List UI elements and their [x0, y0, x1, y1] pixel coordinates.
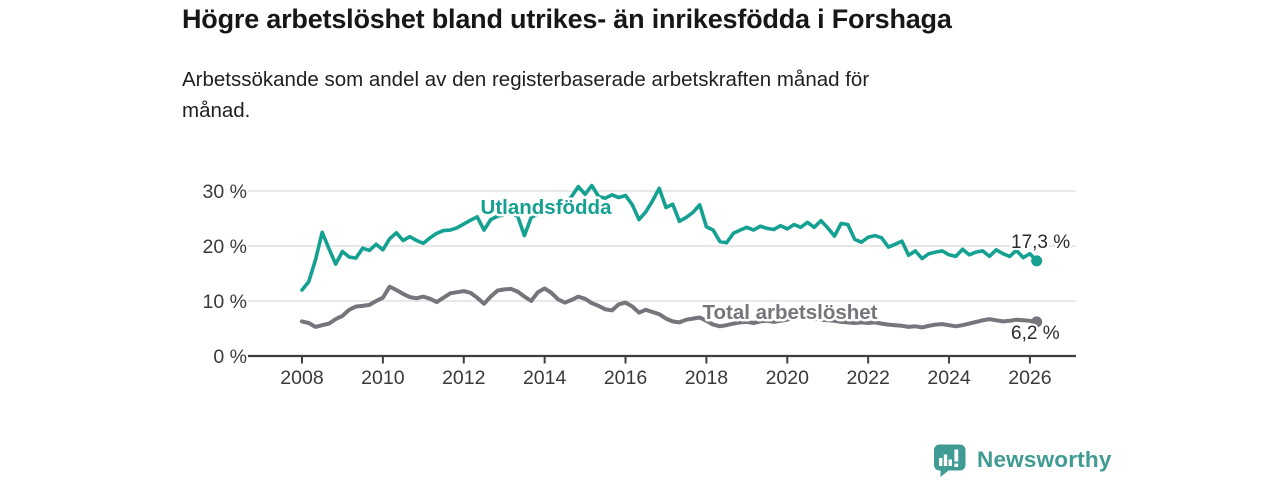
- series-end-dot-0: [1031, 255, 1043, 267]
- y-tick-label: 0 %: [213, 346, 247, 368]
- end-value-label-total-arbetsloshet: 6,2 %: [1011, 323, 1060, 344]
- x-axis: [248, 354, 1076, 364]
- x-tick-label: 2012: [442, 367, 485, 389]
- y-tick-label: 20 %: [203, 236, 247, 258]
- end-value-label-utlandsfodda: 17,3 %: [1011, 232, 1070, 253]
- x-tick-label: 2024: [927, 367, 971, 389]
- x-tick-label: 2018: [685, 367, 728, 389]
- x-tick-label: 2022: [846, 367, 889, 389]
- logo-bars: [939, 449, 959, 467]
- x-tick-label: 2014: [523, 367, 567, 389]
- series-line-1: [300, 284, 1039, 330]
- y-tick-label: 10 %: [203, 291, 247, 313]
- chart-subtitle-line-2: månad.: [182, 99, 251, 122]
- series-line-0: [300, 183, 1039, 292]
- x-tick-label: 2020: [766, 367, 810, 389]
- newsworthy-logo[interactable]: Newsworthy: [932, 443, 1112, 477]
- y-tick-label: 30 %: [203, 181, 247, 203]
- x-tick-label: 2008: [280, 367, 323, 389]
- brand-name: Newsworthy: [977, 447, 1112, 472]
- x-axis-tick-labels: 2008 2010 2012 2014 2016 2018 2020 2022 2024 2026: [280, 367, 1051, 389]
- chart-subtitle: Arbetssökande som andel av den registerb…: [182, 64, 1082, 126]
- x-tick-label: 2016: [604, 367, 647, 389]
- chart-subtitle-line-1: Arbetssökande som andel av den registerb…: [182, 68, 870, 91]
- series-label-utlandsfodda: Utlandsfödda: [481, 196, 613, 219]
- newsworthy-icon: [934, 444, 966, 477]
- y-axis-tick-labels: 0 % 10 % 20 % 30 %: [203, 181, 247, 368]
- x-tick-label: 2026: [1008, 367, 1051, 389]
- x-tick-label: 2010: [361, 367, 405, 389]
- series-label-total-arbetsloshet: Total arbetslöshet: [702, 301, 877, 324]
- series-lines: [300, 183, 1043, 330]
- series-end-dot-1: [1031, 316, 1043, 328]
- chart-title: Högre arbetslöshet bland utrikes- än inr…: [182, 4, 952, 34]
